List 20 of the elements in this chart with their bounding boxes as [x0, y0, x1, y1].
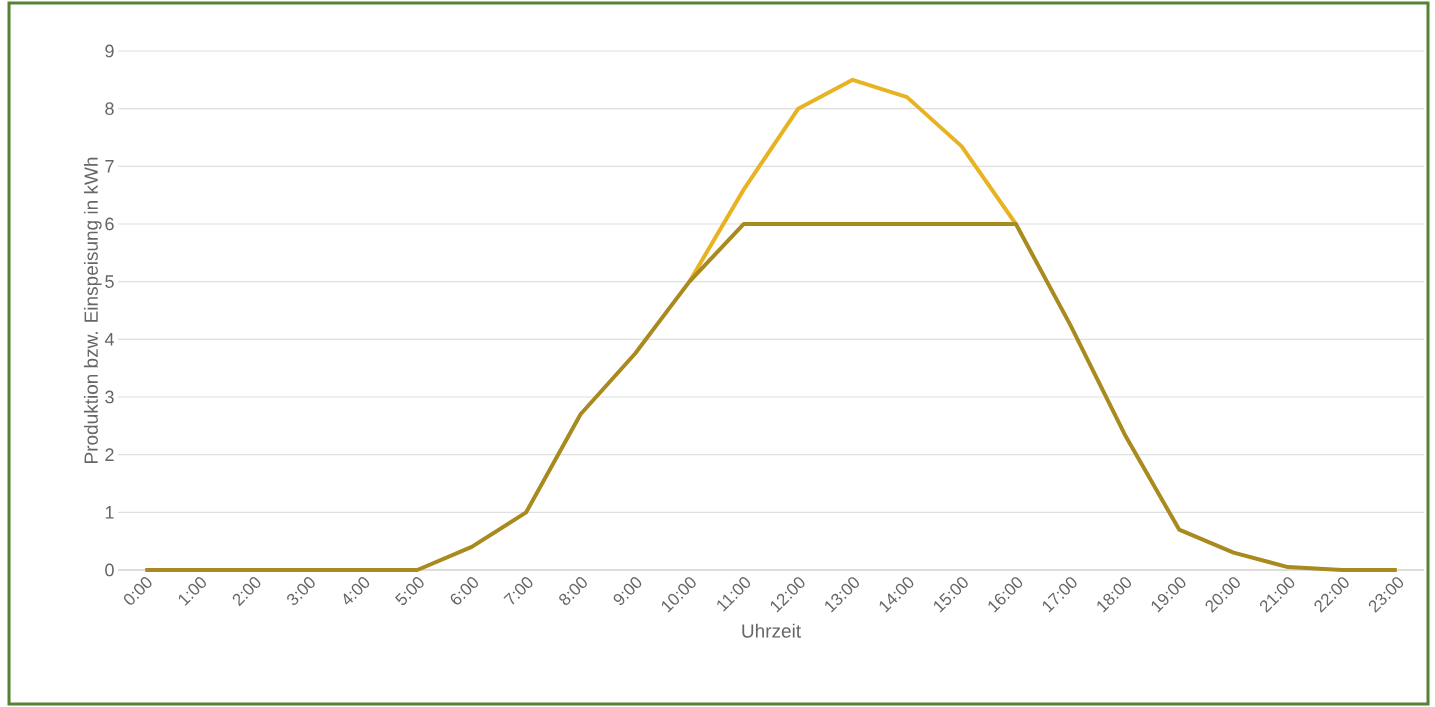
x-tick-label: 8:00 [559, 577, 587, 605]
y-tick-label: 4 [104, 333, 114, 346]
y-axis-title: Produktion bzw. Einspeisung in kWh [83, 157, 102, 463]
y-tick-label: 1 [105, 506, 114, 519]
y-tick-label: 7 [105, 160, 114, 173]
y-tick-label: 3 [105, 390, 114, 404]
y-tick-label: 5 [105, 275, 114, 288]
y-tick-label: 9 [105, 44, 114, 58]
y-tick-label: 2 [105, 448, 114, 461]
x-tick-label: 4:00 [343, 577, 370, 605]
x-tick-label: 9:00 [613, 577, 642, 605]
x-tick-label: 0:00 [123, 577, 152, 605]
y-tick-label: 6 [105, 217, 114, 231]
x-tick-label: 5:00 [395, 577, 424, 606]
y-tick-label: 0 [105, 563, 114, 577]
x-axis-title: Uhrzeit [742, 623, 801, 638]
y-tick-label: 8 [105, 102, 114, 116]
x-tick-label: 6:00 [450, 577, 479, 605]
x-tick-label: 3:00 [287, 577, 315, 605]
x-tick-label: 7:00 [503, 577, 533, 605]
